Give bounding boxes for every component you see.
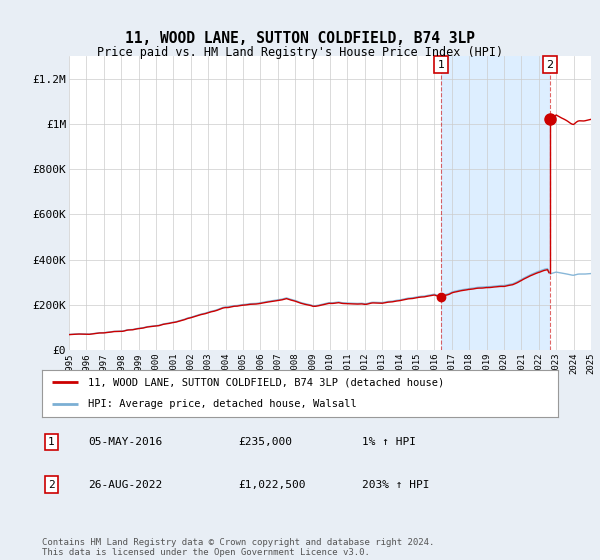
Text: 2: 2 <box>48 479 55 489</box>
Text: Price paid vs. HM Land Registry's House Price Index (HPI): Price paid vs. HM Land Registry's House … <box>97 46 503 59</box>
Text: 05-MAY-2016: 05-MAY-2016 <box>88 437 163 447</box>
Text: 1: 1 <box>48 437 55 447</box>
Text: 1% ↑ HPI: 1% ↑ HPI <box>362 437 416 447</box>
Text: Contains HM Land Registry data © Crown copyright and database right 2024.
This d: Contains HM Land Registry data © Crown c… <box>42 538 434 557</box>
Text: 11, WOOD LANE, SUTTON COLDFIELD, B74 3LP (detached house): 11, WOOD LANE, SUTTON COLDFIELD, B74 3LP… <box>88 377 445 388</box>
Text: 203% ↑ HPI: 203% ↑ HPI <box>362 479 430 489</box>
Text: 1: 1 <box>437 60 445 70</box>
Text: £1,022,500: £1,022,500 <box>238 479 305 489</box>
Text: £235,000: £235,000 <box>238 437 292 447</box>
Text: 11, WOOD LANE, SUTTON COLDFIELD, B74 3LP: 11, WOOD LANE, SUTTON COLDFIELD, B74 3LP <box>125 31 475 46</box>
Text: 26-AUG-2022: 26-AUG-2022 <box>88 479 163 489</box>
Bar <box>441 56 550 350</box>
Text: HPI: Average price, detached house, Walsall: HPI: Average price, detached house, Wals… <box>88 399 357 409</box>
Text: 2: 2 <box>547 60 554 70</box>
